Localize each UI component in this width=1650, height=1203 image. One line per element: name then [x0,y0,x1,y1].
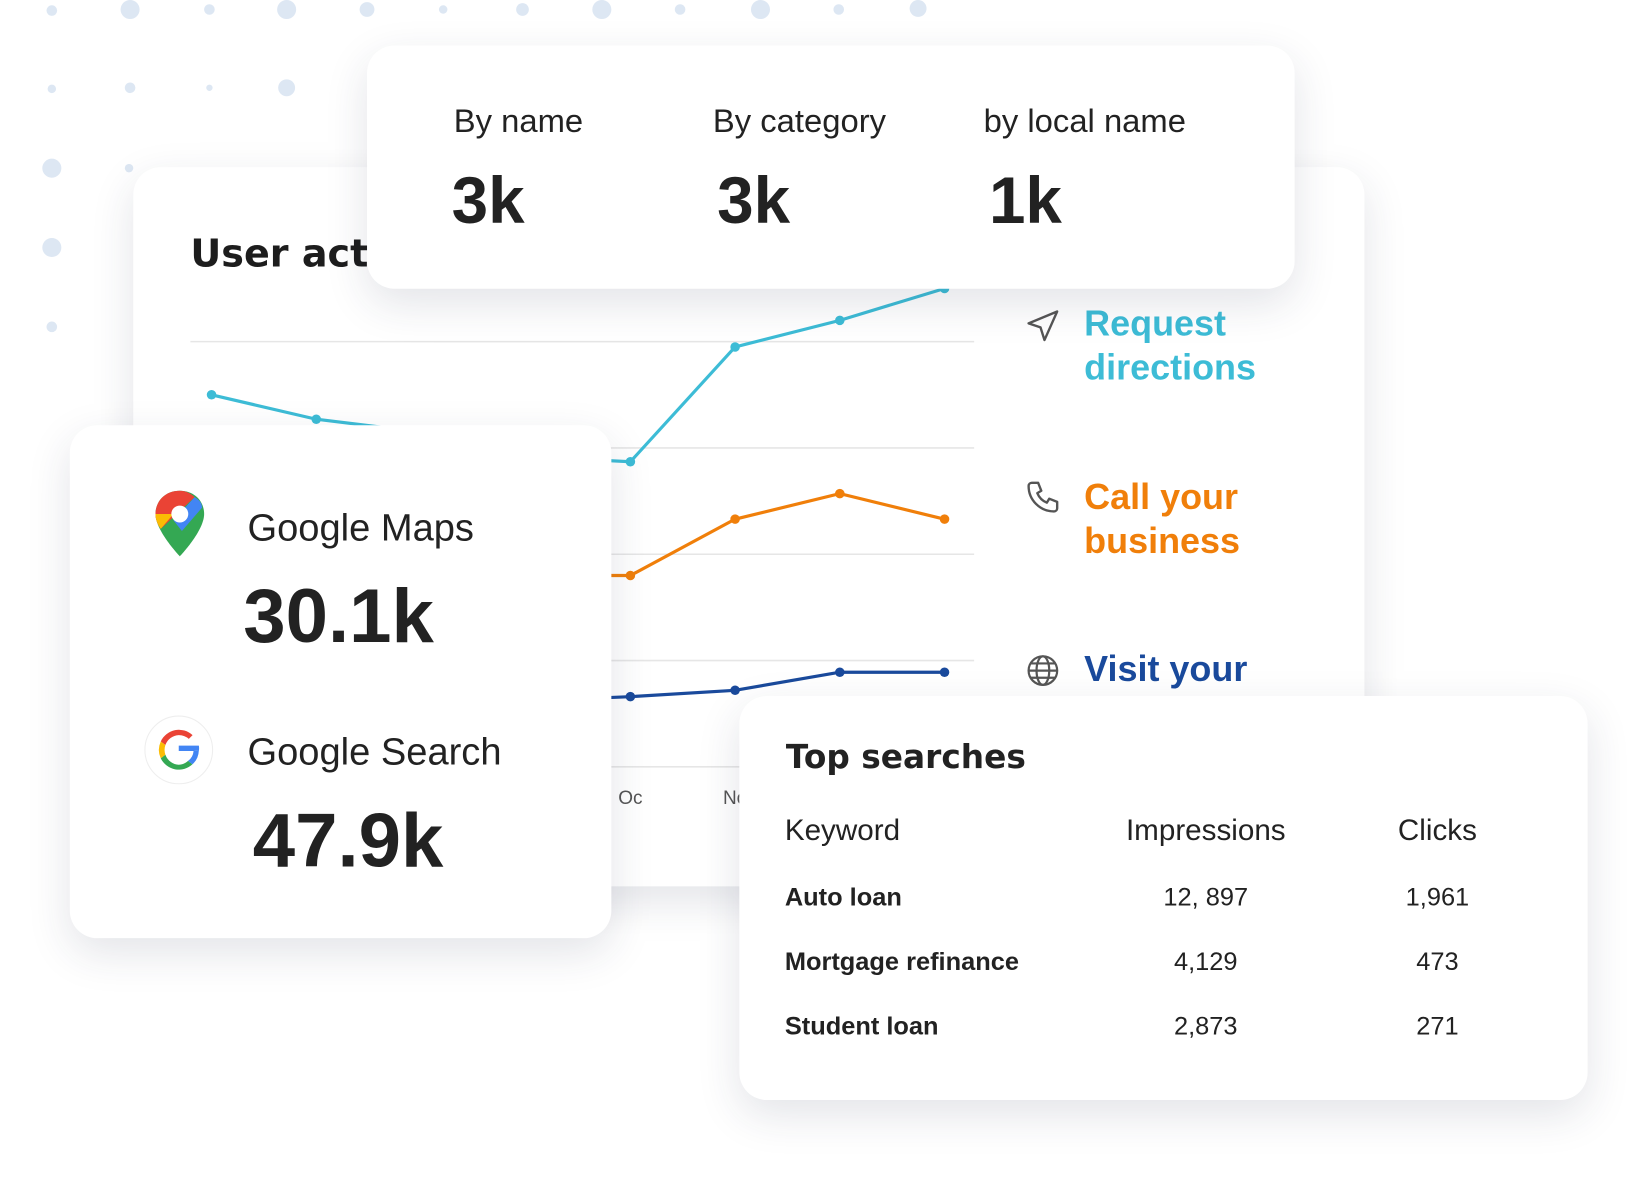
stat-value: 1k [988,165,1062,238]
source-value: 47.9k [252,798,444,884]
keyword: Student loan [784,1012,939,1041]
column-header: Clicks [1397,813,1477,847]
top-searches-card: Top searches Keyword Impressions Clicks Aut… [739,695,1588,1101]
table-cell: 1,961 [1405,883,1470,912]
stat-label: By category [712,102,887,140]
stat-value: 3k [717,165,791,238]
source-name: Google Maps [247,505,474,549]
column-header: Impressions [1125,813,1286,847]
stat-label: by local name [983,102,1186,140]
maps-icon [155,490,205,557]
stats-card: By name By category by local name 3k 3k … [367,45,1295,289]
legend-entry: Call your business [1084,477,1241,562]
table-cell: 271 [1416,1012,1459,1041]
table-cell: 473 [1416,947,1459,977]
table-cell: 2,873 [1174,1012,1238,1041]
source-value: 30.1k [243,574,434,659]
keyword: Mortgage refinance [784,947,1019,977]
table-title: Top searches [785,738,1026,777]
google-icon [144,715,214,785]
column-header: Keyword [784,813,901,847]
phone-icon [1027,481,1059,513]
table-cell: 4,129 [1174,947,1238,977]
stat-label: By name [453,102,584,140]
directions-icon [1027,310,1059,342]
table-cell: 12, 897 [1163,883,1249,912]
stat-value: 3k [451,165,525,238]
legend-entry: Request directions [1084,303,1257,389]
globe-icon [1027,655,1059,686]
keyword: Auto loan [784,883,902,912]
source-name: Google Search [247,729,502,774]
sources-card: Google Maps 30.1k Google Search 47.9k [69,425,612,939]
